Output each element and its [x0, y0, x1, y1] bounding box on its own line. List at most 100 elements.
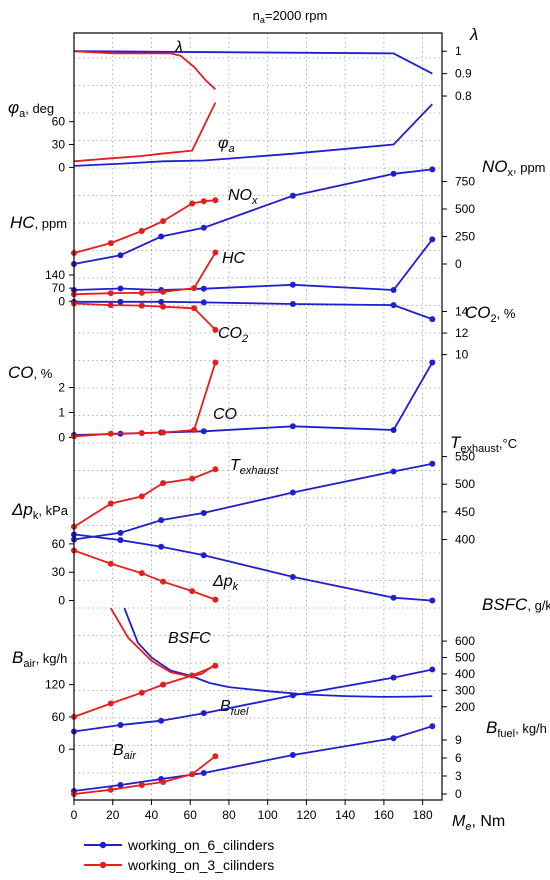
curve-annotation-main: B	[113, 742, 124, 759]
data-point-co	[191, 427, 198, 433]
x-tick-label: 60	[184, 808, 198, 822]
data-point-co2	[212, 326, 219, 333]
y-tick-label-bfuel: 6	[455, 751, 462, 765]
data-point-nox	[138, 228, 145, 234]
y-axis-label-main: CO	[465, 303, 491, 322]
curve-annotation-main: NO	[228, 187, 252, 204]
data-point-co2	[117, 298, 124, 305]
curve-annotation-nox: NOx	[228, 187, 258, 207]
data-point-co	[390, 427, 397, 433]
data-point-dpk	[289, 573, 296, 580]
data-point-co2	[138, 302, 145, 309]
data-point-dpk	[189, 588, 196, 595]
y-tick-label-hc: 70	[52, 281, 66, 295]
series-line-hc-0	[73, 238, 434, 291]
y-axis-label-unit: , ppm	[35, 216, 68, 231]
y-axis-label-dpk: Δpk, kPa	[11, 500, 69, 522]
y-axis-label-bsfc: BSFC, g/kWh	[482, 595, 550, 614]
data-point-dpk	[117, 537, 124, 544]
series-line-phi-1	[73, 102, 217, 163]
y-tick-label-co: 1	[58, 406, 65, 420]
y-axis-label-texh: Texhaust,°C	[450, 433, 517, 455]
curve-annotation-sub: k	[233, 581, 239, 593]
x-tick-label: 140	[335, 808, 355, 822]
data-point-texh	[117, 529, 124, 536]
data-point-dpk	[160, 578, 167, 585]
y-tick-label-bsfc: 400	[455, 667, 475, 681]
data-point-nox	[200, 198, 207, 205]
data-point-texh	[200, 509, 207, 516]
curve-annotation-bfuel: Bfuel	[220, 698, 249, 718]
curve-annotation-sub: exhaust	[240, 465, 279, 477]
y-tick-label-nox: 0	[455, 257, 462, 271]
data-point-dpk	[107, 560, 114, 567]
y-tick-label-bfuel: 0	[455, 787, 462, 801]
y-tick-label-hc: 140	[45, 268, 65, 282]
y-axis-label-unit: , %	[34, 366, 53, 381]
y-tick-label-bfuel: 9	[455, 733, 462, 747]
data-point-bfuel	[107, 786, 114, 793]
y-axis-label-bair: Bair, kg/h	[12, 648, 67, 670]
y-tick-label-bsfc: 500	[455, 651, 475, 665]
data-point-bfuel	[138, 782, 145, 788]
curve-annotation-sub: a	[228, 143, 234, 155]
curve-annotation-sub: air	[124, 750, 138, 762]
legend-swatch-marker	[99, 841, 107, 849]
y-tick-label-phi: 60	[52, 115, 66, 129]
plot-frame	[73, 32, 443, 801]
curve-annotation-main: CO	[213, 406, 237, 423]
y-tick-label-phi: 30	[52, 138, 66, 152]
curve-annotation-texh: Texhaust	[230, 457, 279, 477]
data-point-bair	[138, 689, 145, 696]
y-tick-label-co2: 14	[455, 305, 469, 319]
y-tick-label-texh: 500	[455, 477, 475, 491]
data-point-dpk	[390, 594, 397, 601]
series-line-texh-1	[73, 468, 216, 528]
y-axis-label-sub: k	[33, 510, 39, 522]
y-tick-label-bair: 0	[58, 742, 65, 756]
data-point-nox	[390, 170, 397, 177]
data-point-hc	[138, 289, 145, 296]
y-tick-label-nox: 250	[455, 230, 475, 244]
data-point-co2	[107, 302, 114, 309]
curve-annotation-bair: Bair	[113, 742, 137, 762]
y-axis-label-main: λ	[469, 25, 478, 44]
x-tick-label: 100	[258, 808, 278, 822]
y-tick-label-nox: 750	[455, 175, 475, 189]
y-axis-label-unit: , g/kWh	[527, 598, 550, 613]
x-axis-label: Me, Nm	[452, 813, 505, 833]
data-point-bair	[200, 710, 207, 717]
data-point-bfuel	[117, 782, 124, 788]
curve-annotation-main: BSFC	[168, 630, 211, 647]
y-axis-label-unit: ,°C	[499, 436, 517, 451]
data-point-co2	[160, 303, 167, 310]
y-axis-label-sub: exhaust	[460, 443, 499, 455]
y-tick-label-nox: 500	[455, 202, 475, 216]
data-point-hc	[160, 288, 167, 295]
series-line-co-0	[73, 362, 434, 436]
y-tick-label-phi: 0	[58, 160, 65, 174]
data-point-nox	[117, 252, 124, 259]
x-axis: 0 20 40 60 80 100 120 140 160 180	[71, 800, 433, 822]
series-line-bfuel-1	[73, 755, 216, 795]
data-point-bair	[429, 666, 436, 673]
series-line-nox-0	[73, 168, 433, 265]
data-point-bair	[158, 717, 165, 724]
series-line-dpk-0	[73, 533, 433, 602]
data-point-bair	[289, 692, 296, 699]
legend-label: working_on_6_cilinders	[127, 837, 274, 853]
data-point-bfuel	[200, 770, 207, 776]
data-point-bair	[107, 700, 114, 707]
x-tick-label: 80	[222, 808, 236, 822]
curve-annotation-sub: fuel	[231, 706, 249, 718]
data-point-bair	[189, 672, 196, 679]
data-point-texh	[212, 466, 219, 473]
legend-label: working_on_3_cilinders	[127, 857, 274, 873]
y-tick-label-texh: 450	[455, 505, 475, 519]
